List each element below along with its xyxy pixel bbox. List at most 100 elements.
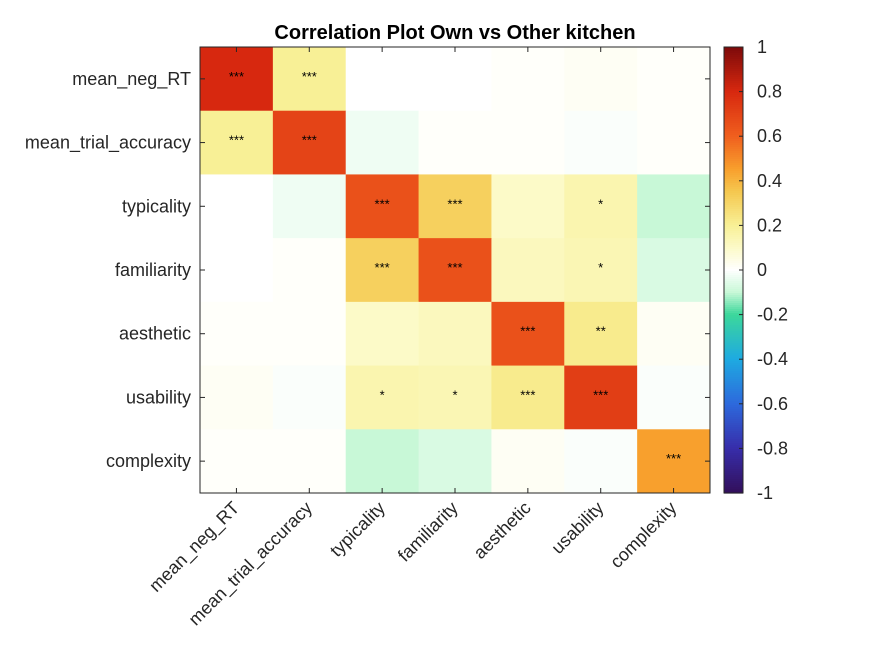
- colorbar-segment: [724, 139, 743, 142]
- colorbar-segment: [724, 339, 743, 342]
- colorbar-segment: [724, 347, 743, 350]
- colorbar-segment: [724, 93, 743, 96]
- colorbar-segment: [724, 105, 743, 108]
- colorbar-segment: [724, 325, 743, 328]
- colorbar-segment: [724, 395, 743, 398]
- colorbar-tick-label: -0.6: [757, 394, 788, 414]
- colorbar-segment: [724, 405, 743, 408]
- colorbar-tick-label: 1: [757, 37, 767, 57]
- colorbar-segment: [724, 469, 743, 472]
- colorbar-segment: [724, 315, 743, 318]
- colorbar-segment: [724, 57, 743, 60]
- y-axis-tick-labels: mean_neg_RT mean_trial_accuracy typicality…: [25, 69, 191, 471]
- colorbar-segment: [724, 371, 743, 374]
- colorbar-segment: [724, 259, 743, 262]
- colorbar-segment: [724, 397, 743, 400]
- chart-title: Correlation Plot Own vs Other kitchen: [274, 22, 635, 44]
- colorbar-segment: [724, 329, 743, 332]
- significance-marker-r4-c3: ***: [375, 260, 390, 275]
- colorbar-segment: [724, 359, 743, 362]
- y-tick-label-typicality: typicality: [122, 196, 191, 216]
- x-tick-label-typicality: typicality: [326, 498, 389, 561]
- colorbar-segment: [724, 443, 743, 446]
- colorbar-segment: [724, 467, 743, 470]
- colorbar-segment: [724, 159, 743, 162]
- colorbar-segment: [724, 185, 743, 188]
- heatmap-cell-r5-c2: [272, 301, 347, 367]
- colorbar-segment: [724, 255, 743, 258]
- colorbar-segment: [724, 99, 743, 102]
- heatmap-cell-r3-c3: [345, 174, 420, 239]
- colorbar-segment: [724, 457, 743, 460]
- colorbar-segment: [724, 75, 743, 78]
- x-tick-label-mean-trial-accuracy: mean_trial_accuracy: [185, 498, 317, 630]
- colorbar-segment: [724, 345, 743, 348]
- colorbar-segment: [724, 327, 743, 330]
- colorbar-segment: [724, 231, 743, 234]
- colorbar-segment: [724, 411, 743, 414]
- colorbar-segment: [724, 227, 743, 230]
- colorbar-segment: [724, 425, 743, 428]
- colorbar-segment: [724, 355, 743, 358]
- colorbar-segment: [724, 307, 743, 310]
- colorbar-segment: [724, 203, 743, 206]
- colorbar-segment: [724, 337, 743, 340]
- colorbar-segment: [724, 367, 743, 370]
- colorbar-segment: [724, 257, 743, 260]
- colorbar-segment: [724, 285, 743, 288]
- colorbar-segment: [724, 485, 743, 488]
- colorbar-segment: [724, 403, 743, 406]
- colorbar-segment: [724, 431, 743, 434]
- colorbar-segment: [724, 409, 743, 412]
- colorbar-segment: [724, 369, 743, 372]
- colorbar-segment: [724, 123, 743, 126]
- colorbar-segment: [724, 487, 743, 490]
- heatmap-cell-r3-c2: [272, 174, 347, 239]
- colorbar-segment: [724, 79, 743, 82]
- colorbar-segment: [724, 109, 743, 112]
- colorbar-segment: [724, 385, 743, 388]
- heatmap-cell-r4-c1: [200, 238, 274, 303]
- colorbar-segment: [724, 381, 743, 384]
- colorbar-segment: [724, 481, 743, 484]
- colorbar-segment: [724, 387, 743, 390]
- colorbar-segment: [724, 291, 743, 294]
- colorbar-segment: [724, 373, 743, 376]
- significance-marker-r2-c1: ***: [229, 133, 244, 148]
- significance-marker-r6-c5: ***: [520, 387, 535, 402]
- colorbar-segment: [724, 183, 743, 186]
- heatmap-cell-r4-c7: [637, 238, 711, 303]
- colorbar-segment: [724, 115, 743, 118]
- colorbar-segment: [724, 177, 743, 180]
- colorbar-segment: [724, 377, 743, 380]
- colorbar-segment: [724, 447, 743, 450]
- colorbar-segment: [724, 303, 743, 306]
- colorbar-segment: [724, 243, 743, 246]
- colorbar-segment: [724, 135, 743, 138]
- x-tick-label-complexity: complexity: [606, 498, 680, 572]
- colorbar-segment: [724, 417, 743, 420]
- heatmap-cell-r7-c5: [491, 429, 565, 494]
- colorbar-segment: [724, 253, 743, 256]
- colorbar-segment: [724, 69, 743, 72]
- heatmap-cell-r5-c7: [637, 301, 711, 367]
- significance-marker-r3-c3: ***: [375, 196, 390, 211]
- colorbar-segment: [724, 143, 743, 146]
- colorbar-segment: [724, 241, 743, 244]
- colorbar-segment: [724, 237, 743, 240]
- colorbar-segment: [724, 71, 743, 74]
- heatmap-cell-r3-c4: [418, 174, 492, 239]
- heatmap-cell-r2-c1: [200, 110, 274, 175]
- y-tick-label-aesthetic: aesthetic: [119, 324, 191, 344]
- heatmap-cell-r1-c1: [200, 47, 274, 112]
- colorbar-segment: [724, 49, 743, 52]
- colorbar-segment: [724, 453, 743, 456]
- colorbar-segment: [724, 351, 743, 354]
- colorbar-segment: [724, 167, 743, 170]
- colorbar-segment: [724, 287, 743, 290]
- significance-marker-r6-c6: ***: [593, 387, 608, 402]
- heatmap-cell-r3-c5: [491, 174, 565, 239]
- heatmap-cell-r1-c5: [491, 47, 565, 112]
- colorbar-segment: [724, 181, 743, 184]
- colorbar-segment: [724, 205, 743, 208]
